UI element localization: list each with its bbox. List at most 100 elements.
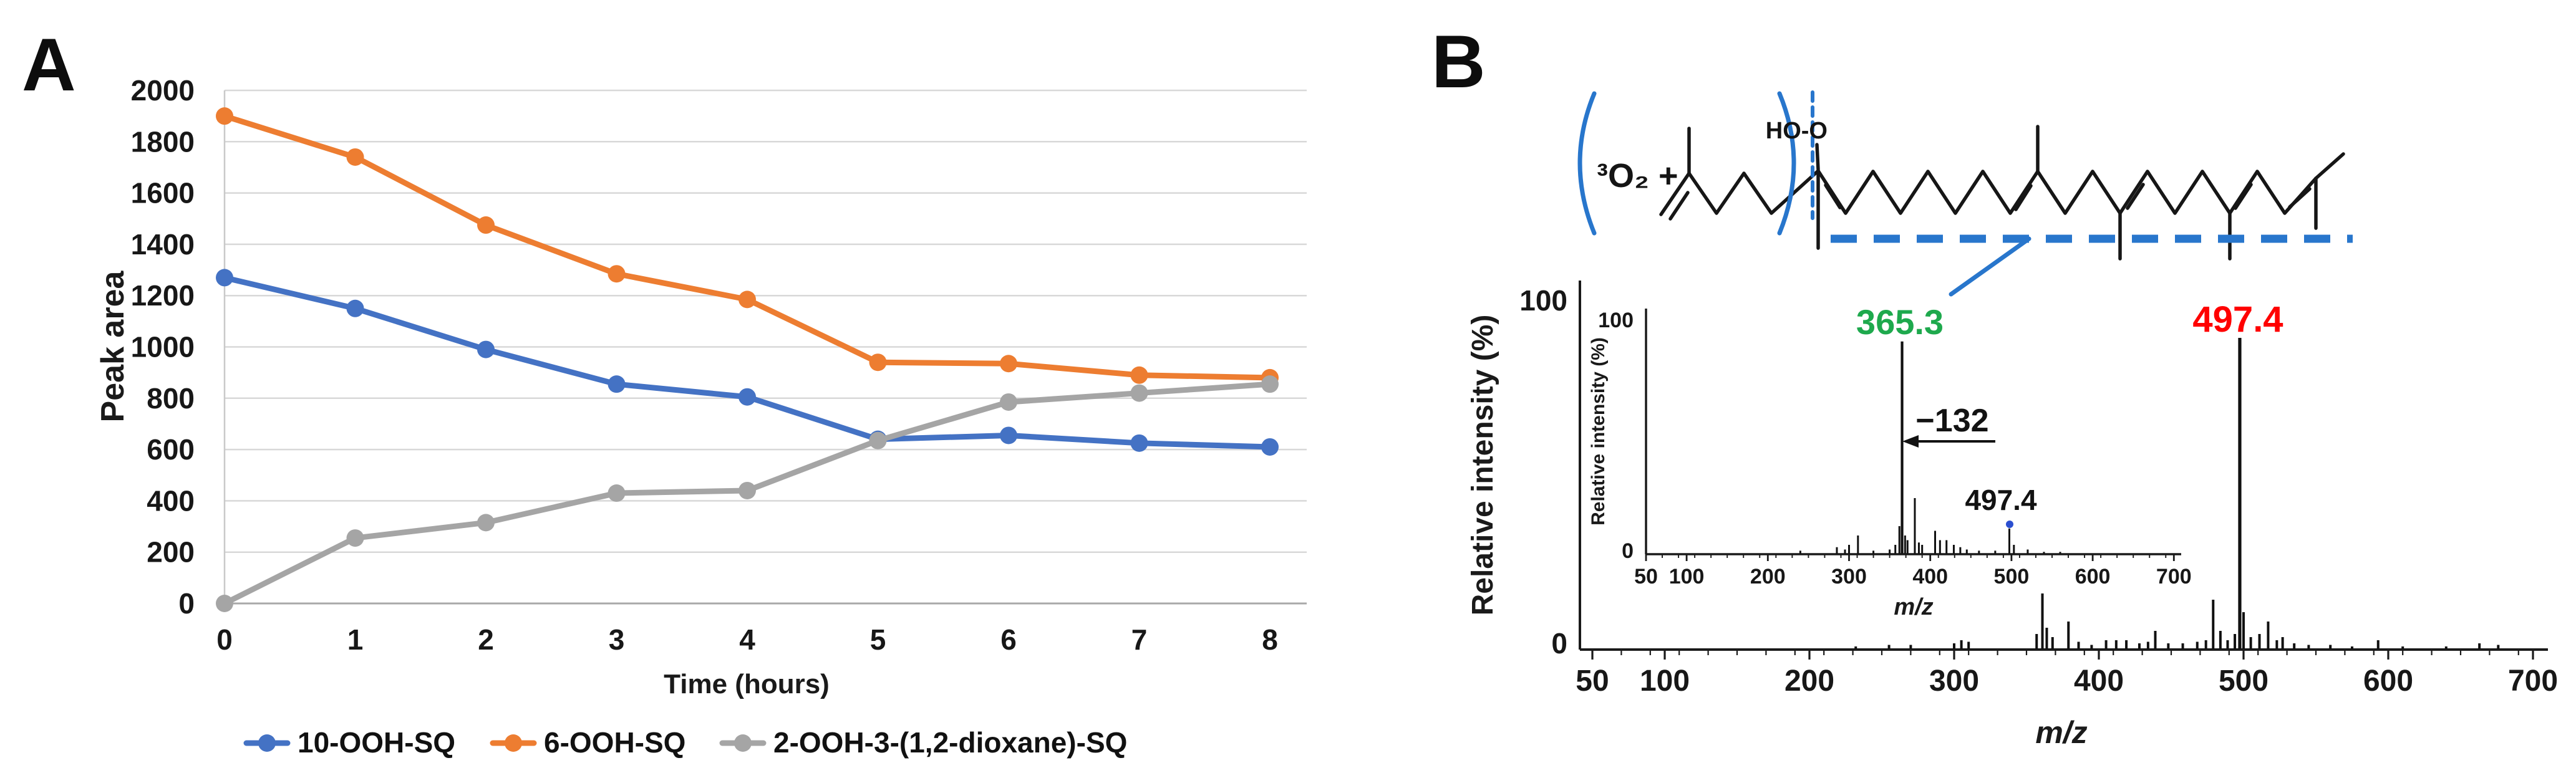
main-spectrum-ytick-0: 0 xyxy=(1551,627,1567,660)
series-point-2-OOH-3-(1,2-dioxane)-SQ-t7 xyxy=(1130,384,1148,402)
y-tick-label-2000: 2000 xyxy=(131,74,195,107)
series-point-6-OOH-SQ-t7 xyxy=(1130,366,1148,384)
chemical-structure xyxy=(1659,125,2345,261)
y-tick-label-1200: 1200 xyxy=(131,279,195,312)
series-point-10-OOH-SQ-t0 xyxy=(216,269,233,287)
main-spectrum-xtick-label-100: 100 xyxy=(1640,665,1690,698)
series-point-2-OOH-3-(1,2-dioxane)-SQ-t8 xyxy=(1261,375,1279,393)
inset-spectrum-xtick-label-700: 700 xyxy=(2156,565,2192,588)
fragment-pointer-line xyxy=(1949,236,2031,297)
structure-double-bond-5 xyxy=(2234,183,2253,210)
main-spectrum-xtick-label-600: 600 xyxy=(2363,665,2413,698)
x-tick-label-3: 3 xyxy=(609,623,625,656)
hydroperoxide-label: HO-O xyxy=(1766,118,1828,144)
neutral-loss-arrow xyxy=(1902,435,1995,448)
x-tick-label-8: 8 xyxy=(1262,623,1278,656)
y-axis-title-inset-spectrum: Relative intensity (%) xyxy=(1588,337,1609,526)
legend-label-2-OOH-3-(1,2-dioxane)-SQ: 2-OOH-3-(1,2-dioxane)-SQ xyxy=(773,726,1127,759)
main-spectrum-xtick-label-300: 300 xyxy=(1929,665,1979,698)
inset-spectrum-xtick-label-50: 50 xyxy=(1634,565,1658,588)
structure-double-bond-3 xyxy=(2014,184,2033,211)
parent-mz-label: 497.4 xyxy=(2192,299,2283,340)
series-point-6-OOH-SQ-t0 xyxy=(216,107,233,125)
y-axis-title-main-spectrum: Relative intensity (%) xyxy=(1466,315,1499,616)
bracket-left xyxy=(1577,91,1597,236)
series-point-6-OOH-SQ-t4 xyxy=(738,290,756,309)
series-point-6-OOH-SQ-t1 xyxy=(346,148,364,166)
structure-terminal-methyl-a xyxy=(2314,152,2345,180)
structure-double-bond-2 xyxy=(1824,183,1842,209)
structure-double-bond-4 xyxy=(2126,183,2145,210)
main-spectrum-xtick-label-500: 500 xyxy=(2219,665,2269,698)
inset-precursor-dot xyxy=(2006,521,2013,528)
series-point-2-OOH-3-(1,2-dioxane)-SQ-t4 xyxy=(738,481,756,499)
structure-main-chain xyxy=(1816,169,2318,215)
panel-a-label: A xyxy=(22,23,76,107)
panel-b-label: B xyxy=(1431,20,1486,103)
y-tick-label-200: 200 xyxy=(147,536,195,569)
x-tick-label-1: 1 xyxy=(347,623,364,656)
inset-spectrum-ytick-100: 100 xyxy=(1598,309,1634,332)
structure-double-bond-6 xyxy=(2288,187,2312,209)
series-point-10-OOH-SQ-t4 xyxy=(738,388,756,406)
y-tick-label-400: 400 xyxy=(147,484,195,517)
inset-spectrum-xtick-label-100: 100 xyxy=(1669,565,1705,588)
y-tick-label-1400: 1400 xyxy=(131,228,195,261)
series-point-6-OOH-SQ-t5 xyxy=(869,353,887,372)
fragment-mz-label: 365.3 xyxy=(1856,302,1944,342)
inset-spectrum-xtick-label-500: 500 xyxy=(1994,565,2030,588)
structure-double-bond-1 xyxy=(1668,191,1690,221)
x-axis-title-inset-spectrum: m/z xyxy=(1894,594,1933,620)
legend-marker-2-OOH-3-(1,2-dioxane)-SQ xyxy=(734,734,752,752)
series-point-10-OOH-SQ-t8 xyxy=(1261,438,1279,456)
series-point-2-OOH-3-(1,2-dioxane)-SQ-t3 xyxy=(608,484,626,502)
y-tick-label-1000: 1000 xyxy=(131,331,195,363)
main-spectrum-xtick-label-700: 700 xyxy=(2508,665,2558,698)
inset-spectrum-xtick-label-200: 200 xyxy=(1750,565,1786,588)
reaction-annotations xyxy=(1577,90,2353,297)
x-tick-label-7: 7 xyxy=(1131,623,1148,656)
series-point-6-OOH-SQ-t2 xyxy=(477,216,495,234)
main-spectrum-xtick-label-200: 200 xyxy=(1784,665,1834,698)
y-tick-label-1600: 1600 xyxy=(131,177,195,209)
singlet-oxygen-label: ³O₂ + xyxy=(1597,157,1678,194)
series-point-10-OOH-SQ-t7 xyxy=(1130,434,1148,452)
series-point-10-OOH-SQ-t2 xyxy=(477,340,495,358)
legend-label-10-OOH-SQ: 10-OOH-SQ xyxy=(298,726,455,759)
y-tick-label-1800: 1800 xyxy=(131,125,195,158)
y-tick-label-800: 800 xyxy=(147,382,195,415)
series-point-6-OOH-SQ-t3 xyxy=(608,265,626,283)
series-point-6-OOH-SQ-t6 xyxy=(1000,355,1017,373)
inset-spectrum-ytick-0: 0 xyxy=(1622,539,1634,563)
y-tick-label-600: 600 xyxy=(147,433,195,466)
inset-spectrum-xtick-label-600: 600 xyxy=(2075,565,2111,588)
x-tick-label-0: 0 xyxy=(216,623,233,656)
legend-marker-10-OOH-SQ xyxy=(258,734,276,752)
x-tick-label-2: 2 xyxy=(478,623,494,656)
main-spectrum-xtick-label-400: 400 xyxy=(2074,665,2124,698)
main-spectrum-xtick-label-50: 50 xyxy=(1576,665,1609,698)
structure-left-fragment-bond xyxy=(1659,169,1820,216)
x-axis-title-panel-a: Time (hours) xyxy=(664,669,830,699)
legend-marker-6-OOH-SQ xyxy=(505,734,522,752)
inset-spectrum-xtick-label-300: 300 xyxy=(1831,565,1867,588)
series-line-6-OOH-SQ xyxy=(221,113,1273,381)
main-spectrum-ytick-100: 100 xyxy=(1519,284,1567,317)
series-point-10-OOH-SQ-t1 xyxy=(346,299,364,317)
x-tick-label-5: 5 xyxy=(870,623,886,656)
series-point-10-OOH-SQ-t3 xyxy=(608,375,626,393)
legend-label-6-OOH-SQ: 6-OOH-SQ xyxy=(544,726,685,759)
series-point-10-OOH-SQ-t6 xyxy=(1000,426,1017,444)
x-tick-label-6: 6 xyxy=(1000,623,1017,656)
x-tick-label-4: 4 xyxy=(739,623,755,656)
series-point-2-OOH-3-(1,2-dioxane)-SQ-t6 xyxy=(1000,393,1017,411)
series-point-2-OOH-3-(1,2-dioxane)-SQ-t5 xyxy=(869,431,887,449)
inset-spectrum-xtick-label-400: 400 xyxy=(1912,565,1948,588)
series-point-2-OOH-3-(1,2-dioxane)-SQ-t0 xyxy=(216,595,233,612)
inset-precursor-label: 497.4 xyxy=(1965,484,2037,516)
bracket-right xyxy=(1777,91,1796,236)
y-axis-title-panel-a: Peak area xyxy=(95,270,131,422)
